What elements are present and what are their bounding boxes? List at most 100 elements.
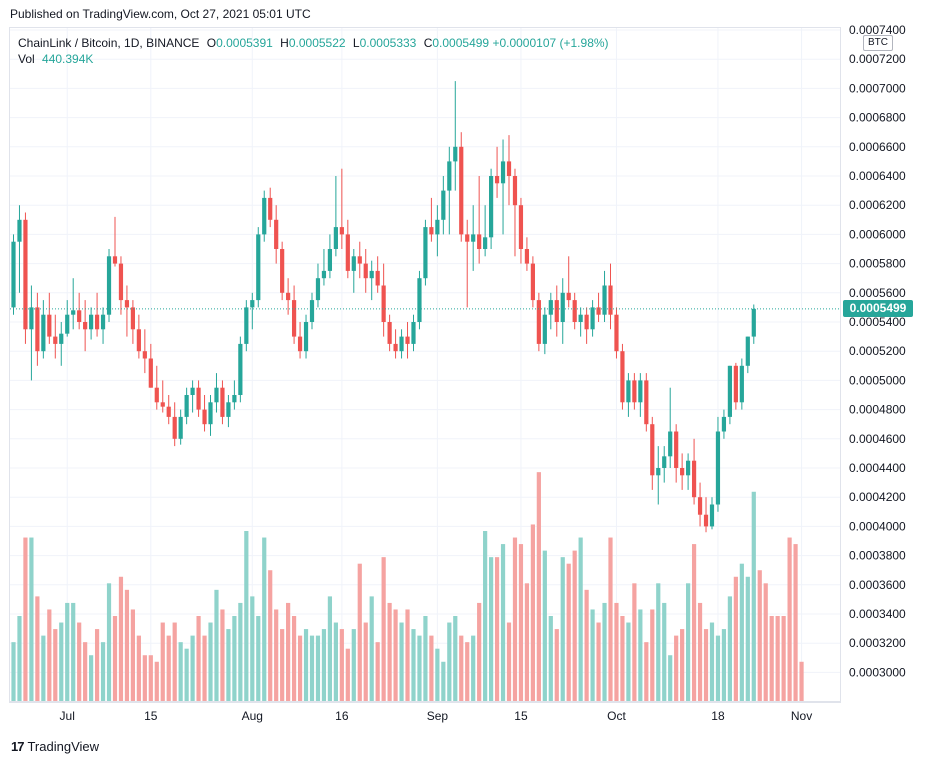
volume-bar (465, 642, 470, 701)
candle-body (244, 307, 249, 344)
volume-bar (775, 616, 780, 701)
volume-bar (190, 635, 195, 701)
volume-bar (751, 491, 756, 701)
candle-body (286, 292, 291, 301)
volume-bar (345, 648, 350, 701)
price-tick-label: 0.0006400 (849, 169, 906, 183)
volume-bar (441, 661, 446, 701)
candle-body (184, 395, 189, 417)
volume-bar (530, 524, 535, 701)
candle-body (214, 387, 219, 403)
volume-bar (489, 557, 494, 701)
candle-body (638, 380, 643, 403)
candle-body (691, 460, 697, 498)
volume-bar (644, 642, 649, 701)
volume-bar (333, 622, 338, 701)
volume-bar (656, 583, 661, 701)
tradingview-logo[interactable]: 17 TradingView (11, 739, 99, 754)
time-tick-label: 18 (711, 709, 725, 723)
candle-body (303, 322, 309, 352)
volume-bar (244, 531, 249, 701)
volume-bar (357, 563, 362, 701)
price-tick-label: 0.0006600 (849, 140, 906, 154)
volume-bar (35, 596, 40, 701)
published-caption: Published on TradingView.com, Oct 27, 20… (10, 7, 311, 21)
candle-body (351, 256, 356, 271)
candle-body (250, 300, 255, 308)
volume-bar (77, 622, 82, 701)
tradingview-brand: TradingView (27, 739, 100, 754)
candle-body (429, 227, 434, 235)
candle-body (614, 314, 619, 352)
candle-body (357, 256, 362, 264)
volume-bar (733, 576, 738, 701)
candle-body (423, 227, 428, 279)
volume-bar (142, 655, 147, 701)
volume-bar (632, 583, 637, 701)
volume-value: 440.394K (42, 52, 94, 66)
price-tick-label: 0.0006000 (849, 227, 906, 241)
volume-bars (11, 472, 804, 701)
candle-body (59, 333, 64, 344)
volume-bar (560, 557, 565, 701)
candle-body (554, 300, 559, 322)
price-tick-label: 0.0006800 (849, 111, 906, 125)
candle-body (620, 351, 625, 403)
volume-bar (41, 635, 46, 701)
price-tick-label: 0.0003800 (849, 549, 906, 563)
candle-body (465, 234, 470, 242)
candle-body (745, 336, 750, 366)
volume-bar (196, 616, 201, 701)
volume-bar (793, 544, 798, 701)
candle-body (393, 343, 398, 352)
volume-bar (166, 635, 171, 701)
candle-body (686, 460, 691, 476)
volume-bar (721, 629, 727, 701)
candle-body (190, 387, 195, 395)
volume-bar (291, 616, 297, 701)
candle-body (315, 278, 321, 301)
volume-legend: Vol 440.394K (18, 52, 93, 66)
candle-body (548, 300, 553, 315)
candle-body (733, 365, 738, 403)
candle-body (41, 314, 46, 352)
volume-bar (238, 602, 243, 701)
volume-bar (787, 537, 792, 701)
volume-bar (363, 622, 368, 701)
candle-body (65, 314, 70, 334)
volume-bar (47, 609, 52, 701)
candle-body (668, 431, 673, 457)
volume-bar (274, 609, 279, 701)
candle-body (656, 468, 661, 476)
candle-body (94, 314, 100, 330)
price-tick-label: 0.0006200 (849, 198, 906, 212)
volume-bar (262, 537, 267, 701)
volume-bar (160, 622, 165, 701)
candle-body (459, 146, 464, 235)
volume-bar (280, 629, 285, 701)
volume-bar (417, 635, 422, 701)
last-price-tag: 0.0005499 (843, 300, 913, 318)
candle-body (100, 314, 106, 330)
volume-bar (268, 570, 273, 701)
high-label: H (280, 36, 289, 50)
volume-bar (232, 616, 237, 701)
volume-bar (112, 616, 118, 701)
volume-bar (351, 629, 356, 701)
candle-body (590, 307, 595, 330)
candle-body (29, 307, 34, 330)
volume-bar (536, 472, 541, 701)
volume-bar (286, 602, 291, 701)
change-value: +0.0000107 (+1.98%) (492, 36, 609, 50)
price-tick-label: 0.0004000 (849, 519, 906, 533)
price-tick-label: 0.0005200 (849, 344, 906, 358)
high-value: 0.0005522 (288, 36, 346, 50)
candle-body (644, 380, 649, 425)
volume-bar (668, 655, 673, 701)
volume-bar (208, 622, 213, 701)
currency-badge[interactable]: BTC (863, 35, 893, 51)
volume-bar (309, 635, 315, 701)
volume-bar (662, 602, 667, 701)
volume-bar (375, 642, 380, 701)
